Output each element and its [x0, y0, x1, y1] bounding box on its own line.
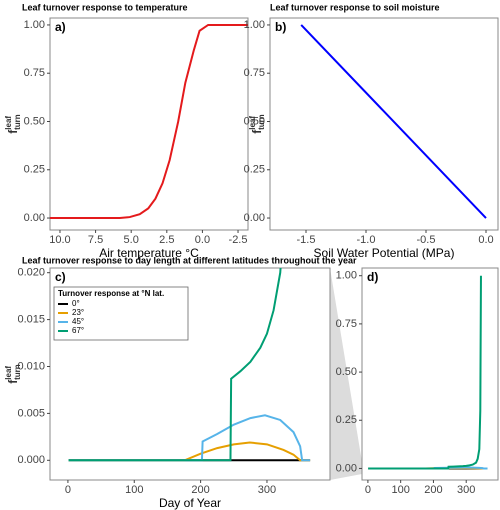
x-tick-label: 0 — [365, 484, 371, 496]
y-axis-label-part: f — [6, 379, 20, 384]
y-tick-label: 1.00 — [24, 19, 45, 31]
y-tick-label: 0.75 — [244, 67, 265, 79]
plot-area — [269, 17, 499, 231]
data-line — [368, 275, 482, 470]
y-tick-label: 0.00 — [24, 212, 45, 224]
panel-title: Leaf turnover response to temperature — [22, 2, 188, 12]
data-line — [50, 23, 248, 220]
y-axis-label-part: f — [250, 129, 264, 134]
panel-label: b) — [275, 20, 286, 34]
x-axis-label: Air temperature °C — [99, 246, 199, 260]
x-tick-label: 100 — [391, 484, 409, 496]
y-tick-label: 0.010 — [17, 360, 45, 372]
x-axis-label: Soil Water Potential (MPa) — [314, 246, 455, 260]
y-tick-label: 0.00 — [336, 462, 357, 474]
zoom-shade — [330, 268, 362, 480]
y-tick-label: 1.00 — [244, 19, 265, 31]
y-axis-label-part: f — [6, 129, 20, 134]
x-tick-label: -1.5 — [297, 234, 316, 246]
plot-area — [49, 17, 249, 231]
x-tick-label: 300 — [258, 484, 276, 496]
x-tick-label: 100 — [125, 484, 143, 496]
data-line — [68, 414, 311, 462]
panel-label: a) — [55, 20, 66, 34]
y-tick-label: 0.75 — [24, 67, 45, 79]
x-tick-label: 7.5 — [88, 234, 103, 246]
data-line — [68, 268, 282, 462]
y-tick-label: 0.005 — [17, 407, 45, 419]
x-tick-label: 5.0 — [124, 234, 139, 246]
x-tick-label: 0.0 — [478, 234, 493, 246]
x-tick-label: 200 — [191, 484, 209, 496]
legend-label: 23° — [72, 308, 84, 317]
legend-label: 67° — [72, 326, 84, 335]
legend-title: Turnover response at °N lat. — [58, 289, 164, 298]
data-line — [68, 441, 311, 462]
y-tick-label: 0.00 — [244, 212, 265, 224]
y-tick-label: 0.015 — [17, 313, 45, 325]
panel-title: Leaf turnover response to soil moisture — [270, 2, 440, 12]
y-tick-label: 0.50 — [336, 366, 357, 378]
plot-area — [361, 267, 499, 481]
x-tick-label: 0.0 — [195, 234, 210, 246]
y-tick-label: 0.25 — [24, 164, 45, 176]
y-axis-label-part: leaf — [248, 116, 257, 130]
y-tick-label: 1.00 — [336, 270, 357, 282]
x-tick-label: 200 — [424, 484, 442, 496]
y-axis-label-part: turn — [13, 364, 22, 380]
y-tick-label: 0.75 — [336, 318, 357, 330]
x-tick-label: 300 — [457, 484, 475, 496]
y-tick-label: 0.25 — [336, 414, 357, 426]
y-axis-label-part: leaf — [4, 116, 13, 130]
x-axis-label: Day of Year — [159, 496, 221, 510]
y-axis-label: fleafturn — [248, 114, 266, 133]
panel-label: d) — [367, 270, 378, 284]
y-axis-label-part: turn — [257, 114, 266, 130]
y-tick-label: 0.25 — [244, 164, 265, 176]
x-tick-label: 0 — [65, 484, 71, 496]
legend-label: 0° — [72, 299, 80, 308]
y-tick-label: 0.020 — [17, 267, 45, 279]
x-tick-label: -1.0 — [357, 234, 376, 246]
legend-box — [53, 286, 189, 341]
legend-label: 45° — [72, 317, 84, 326]
y-axis-label: fleafturn — [4, 364, 22, 383]
panel-label: c) — [55, 270, 66, 284]
y-tick-label: 0.50 — [244, 115, 265, 127]
y-axis-label-part: turn — [13, 114, 22, 130]
x-tick-label: -0.5 — [417, 234, 436, 246]
data-line — [300, 24, 487, 219]
y-tick-label: 0.50 — [24, 115, 45, 127]
x-tick-label: 10.0 — [49, 234, 70, 246]
y-axis-label-part: leaf — [4, 366, 13, 380]
x-tick-label: 2.5 — [159, 234, 174, 246]
y-axis-label: fleafturn — [4, 114, 22, 133]
panel-title: Leaf turnover response to day length at … — [22, 255, 357, 265]
y-tick-label: 0.000 — [17, 454, 45, 466]
x-tick-label: -2.5 — [229, 234, 248, 246]
